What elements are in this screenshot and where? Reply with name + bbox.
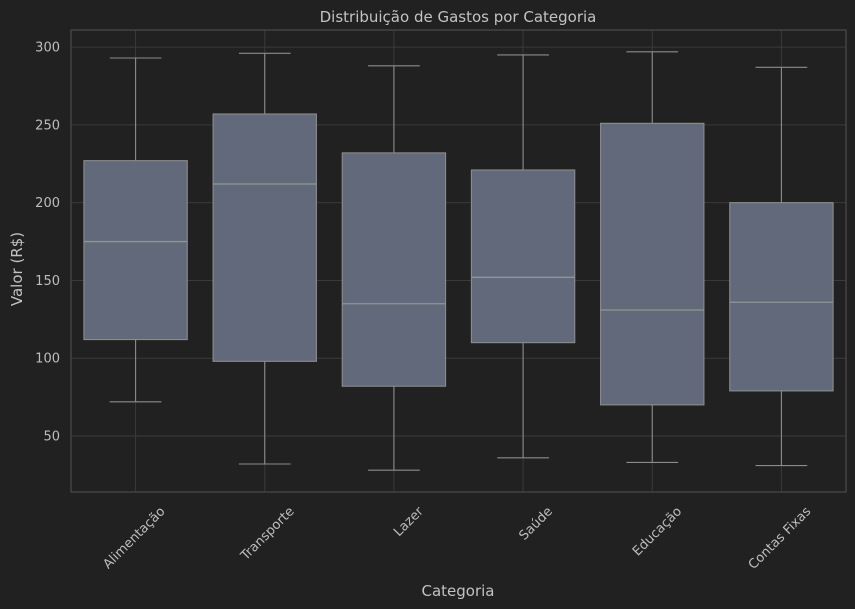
box-body	[83, 160, 188, 341]
x-axis-label: Categoria	[421, 582, 494, 600]
y-axis-ticks: 50 100 150 200 250 300	[35, 41, 60, 445]
box-2	[212, 52, 317, 465]
y-tick-label: 200	[35, 196, 60, 211]
y-tick-label: 100	[35, 352, 60, 367]
box-3	[341, 65, 447, 471]
box-4	[470, 54, 576, 459]
box-5	[600, 51, 705, 463]
box-6	[729, 66, 834, 467]
box-1	[83, 57, 188, 403]
box-body	[600, 122, 705, 406]
box-body	[212, 113, 317, 362]
y-tick-label: 50	[43, 430, 60, 445]
box-body	[729, 202, 834, 392]
y-tick-label: 150	[35, 274, 60, 289]
box-body	[470, 169, 576, 344]
boxes	[83, 51, 834, 471]
y-tick-label: 300	[35, 41, 60, 56]
box-body	[341, 152, 447, 387]
y-tick-label: 250	[35, 118, 60, 133]
plot-frame	[70, 29, 847, 493]
chart-title: Distribuição de Gastos por Categoria	[320, 8, 597, 26]
y-axis-label: Valor (R$)	[8, 232, 26, 306]
